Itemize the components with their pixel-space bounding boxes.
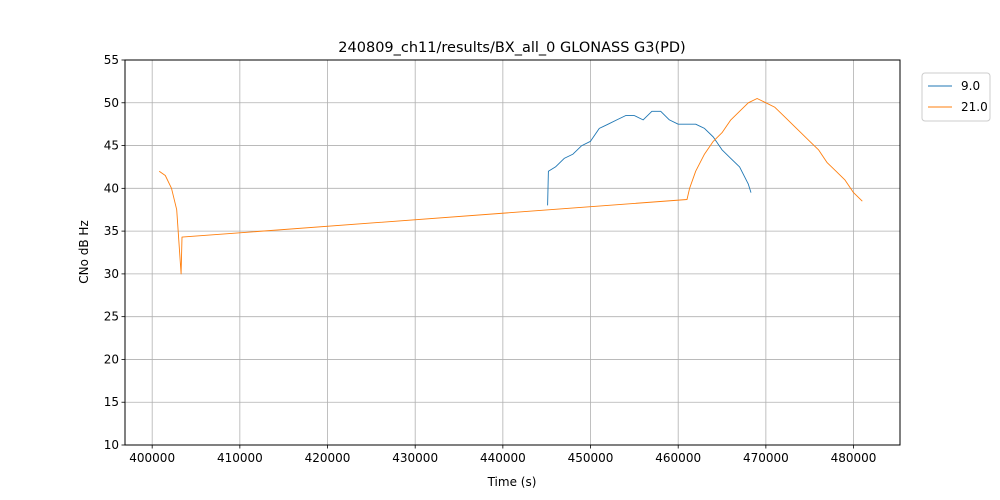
legend-label: 9.0 [961,79,980,93]
y-tick-label: 25 [104,310,119,324]
y-tick-label: 40 [104,181,119,195]
y-tick-label: 20 [104,352,119,366]
y-tick-label: 55 [104,53,119,67]
x-tick-label: 470000 [743,451,789,465]
x-tick-label: 440000 [480,451,526,465]
y-tick-label: 50 [104,96,119,110]
x-tick-label: 410000 [217,451,263,465]
y-tick-label: 35 [104,224,119,238]
y-tick-label: 15 [104,395,119,409]
legend-label: 21.0 [961,100,988,114]
y-tick-label: 10 [104,438,119,452]
chart-title: 240809_ch11/results/BX_all_0 GLONASS G3(… [338,40,685,56]
legend-box [921,72,991,122]
series-line-21.0 [158,98,863,275]
x-tick-label: 420000 [305,451,351,465]
x-tick-label: 430000 [392,451,438,465]
x-axis-label: Time (s) [487,475,537,489]
x-tick-label: 460000 [655,451,701,465]
grid-lines [125,59,900,446]
series-line-9.0 [547,110,752,206]
x-tick-label: 480000 [831,451,877,465]
y-tick-label: 30 [104,267,119,281]
y-tick-label: 45 [104,139,119,153]
axis-ticks: 400000 410000 420000 430000 440000 450000 4600… [104,53,877,465]
x-tick-label: 450000 [568,451,614,465]
plot-area-frame [124,59,901,446]
x-tick-label: 400000 [129,451,175,465]
series-layer [158,98,863,275]
legend: 9.0 21.0 [921,72,991,122]
y-axis-label: CNo dB Hz [77,220,91,284]
